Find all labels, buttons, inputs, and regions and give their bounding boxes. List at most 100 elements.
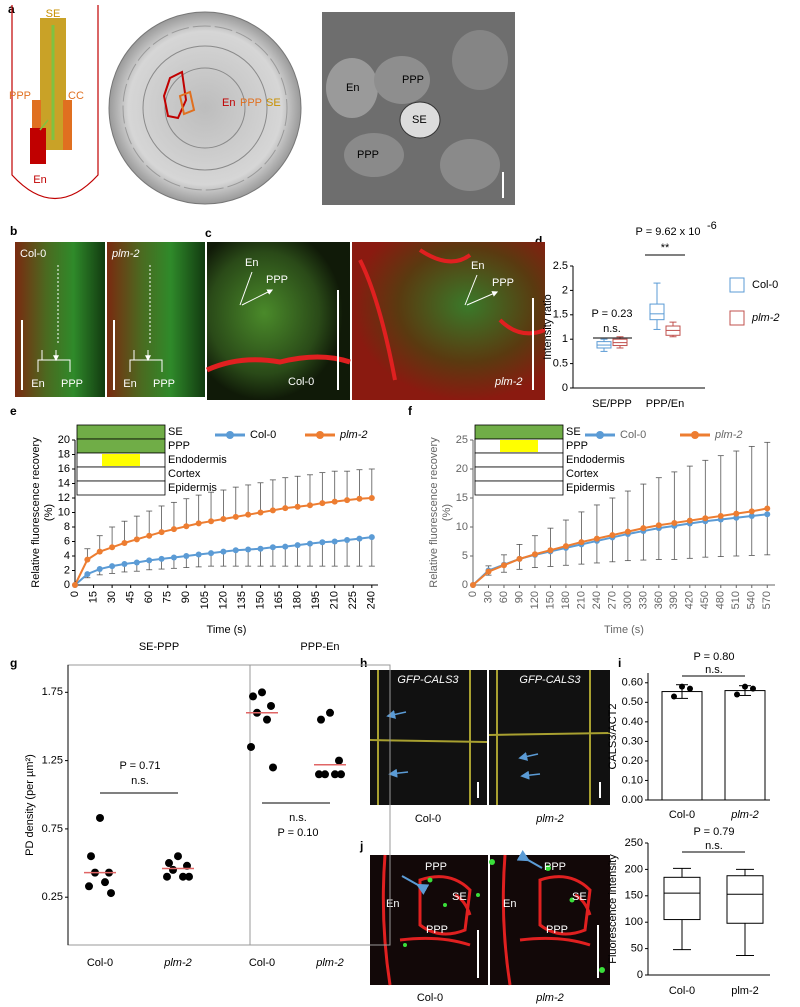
layer-label: Epidermis [566,482,615,494]
data-point [158,529,165,536]
micrograph: PPP En SE PPP Col-0 PPP En SE PPP plm-2 [370,850,610,1004]
data-point [609,532,616,539]
y-tick-label: 0 [462,579,468,591]
layer-row [76,466,166,482]
image-label: PPP [357,149,379,161]
data-point [282,505,289,512]
x-tick-label: plm-2 [731,985,759,997]
x-tick-label: Col-0 [249,957,275,969]
data-point [306,540,313,547]
data-point [183,523,190,530]
data-point [249,692,257,701]
legend-marker [226,431,234,439]
y-tick-label: 0.5 [553,358,568,370]
data-point [750,685,756,692]
x-tick-label: 30 [482,591,494,603]
x-tick-label: plm-2 [315,957,344,969]
data-point [245,546,252,553]
data-point [72,582,78,588]
cell [452,30,508,90]
layer-label: SE [566,426,581,438]
y-tick-label: 4 [64,550,70,562]
panel-label: i [618,656,621,670]
legend-label: plm-2 [339,429,368,441]
annotation: P = 0.71 [119,760,160,772]
y-tick-label: 2 [562,284,568,296]
data-point [578,539,585,546]
annotation: P = 0.79 [693,826,734,838]
y-tick-label: 0.20 [622,755,643,767]
x-tick-label: 450 [699,591,711,609]
data-point [624,528,631,535]
data-point [101,878,109,887]
cell [399,101,441,139]
layer-label: PPP [168,440,190,452]
y-tick-label: 0.75 [42,823,63,835]
data-point [269,507,276,514]
cell [440,139,500,191]
legend-swatch [729,277,745,293]
panel-label: c [205,226,212,240]
x-tick-label: 330 [637,591,649,609]
data-point [319,539,326,546]
y-tick-label: 20 [456,463,468,475]
x-tick-label: 240 [366,591,378,609]
data-point [742,683,748,690]
image-label: CC [68,90,84,102]
layer-label: PPP [566,440,588,452]
data-point [121,539,128,546]
data-point [269,763,277,772]
y-tick-label: 16 [58,463,70,475]
x-tick-label: 195 [310,591,322,609]
flow-arrow [39,119,49,131]
x-tick-label: 0 [69,591,81,597]
bleach-region [102,454,140,466]
dot [427,877,433,883]
data-point [331,770,339,779]
image-label: PPP [492,277,514,289]
annotation: -6 [707,220,717,232]
y-axis-label: (%) [441,504,453,521]
data-point [208,550,215,557]
x-tick-label: 390 [668,591,680,609]
cell-wall [501,854,592,986]
micrograph: En PPP SE [108,11,302,205]
x-tick-label: SE/PPP [592,398,632,410]
y-axis-label: (%) [43,504,55,521]
image-label: En [245,257,258,269]
image-label: PPP [61,378,83,390]
x-tick-label: 270 [606,591,618,609]
data-point [764,505,771,512]
data-point [671,519,678,526]
legend-marker [596,431,604,439]
dot [489,859,495,865]
data-point [593,535,600,542]
data-point [87,852,95,861]
x-tick-label: 225 [347,591,359,609]
en-cell [30,128,46,164]
data-point [220,516,227,523]
y-tick-label: 150 [625,890,643,902]
annotation: n.s. [289,812,307,824]
y-tick-label: 0 [637,969,643,981]
y-tick-label: 6 [64,535,70,547]
data-point [368,534,375,541]
data-point [96,566,103,573]
y-tick-label: 200 [625,863,643,875]
layer-label: Endodermis [168,454,227,466]
x-tick-label: 60 [143,591,155,603]
annotation: P = 0.10 [277,827,318,839]
legend-marker [316,431,324,439]
layer-label: Endodermis [566,454,625,466]
y-tick-label: 250 [625,837,643,849]
data-point [267,701,275,710]
data-point [109,563,116,570]
data-point [331,538,338,545]
arrow [516,850,543,869]
y-tick-label: 1 [562,333,568,345]
image-label: PPP [425,861,447,873]
data-point [269,544,276,551]
data-point [748,508,755,515]
y-tick-label: 15 [456,492,468,504]
data-point [319,500,326,507]
